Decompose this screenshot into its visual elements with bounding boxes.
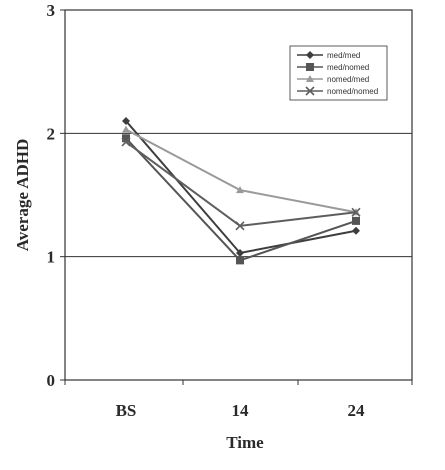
y-tick-label: 0 <box>47 371 56 390</box>
legend-marker <box>306 51 314 59</box>
legend-marker <box>306 75 314 82</box>
data-point <box>236 186 244 194</box>
x-tick-label: BS <box>116 401 137 420</box>
legend-item: nomed/med <box>297 75 369 84</box>
legend-item: med/nomed <box>297 63 369 72</box>
x-tick-label: 24 <box>348 401 366 420</box>
y-tick-label: 3 <box>47 1 56 20</box>
legend-label: nomed/med <box>327 75 369 84</box>
series-med-nomed <box>122 134 360 265</box>
legend-item: nomed/nomed <box>297 86 378 96</box>
legend-label: nomed/nomed <box>327 87 378 96</box>
legend-marker <box>305 86 315 96</box>
data-point <box>236 248 244 257</box>
data-point <box>121 137 131 147</box>
series-nomed-nomed <box>121 137 361 231</box>
y-tick-labels: 0 1 2 3 <box>47 1 65 390</box>
x-tick-labels: BS 14 24 <box>64 380 413 420</box>
data-point <box>351 207 361 217</box>
data-point <box>122 125 130 133</box>
data-point <box>122 134 130 143</box>
series-layer <box>121 117 361 265</box>
y-tick-label: 1 <box>47 248 56 267</box>
x-axis-title: Time <box>226 433 264 452</box>
x-tick-label: 14 <box>232 401 250 420</box>
data-point <box>352 216 360 225</box>
y-tick-label: 2 <box>47 124 56 143</box>
y-axis-title: Average ADHD <box>13 139 32 252</box>
data-point <box>352 226 360 235</box>
legend-item: med/med <box>297 51 360 60</box>
legend: med/med med/nomed nomed/med nomed/nomed <box>289 45 388 101</box>
legend-label: med/nomed <box>327 63 369 72</box>
data-point <box>236 256 244 265</box>
legend-label: med/med <box>327 51 360 60</box>
data-point <box>235 221 245 231</box>
series-med-med <box>122 117 360 257</box>
legend-marker <box>306 63 314 71</box>
data-point <box>122 117 130 125</box>
